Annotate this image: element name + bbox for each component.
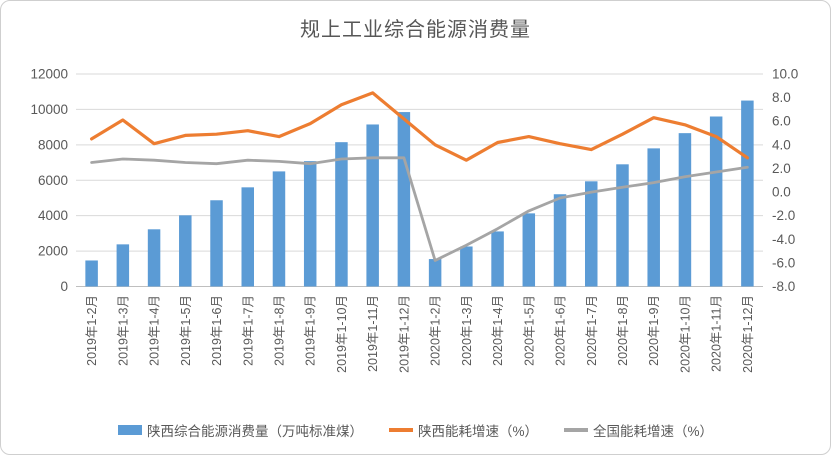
- x-tick-label: 2020年1-2月: [429, 295, 443, 366]
- x-tick-label: 2019年1-2月: [85, 295, 99, 366]
- y-left-tick-label: 8000: [38, 137, 68, 152]
- x-tick-label: 2019年1-4月: [148, 295, 162, 366]
- consumption-bar: [85, 260, 98, 287]
- consumption-bar: [616, 164, 629, 287]
- legend-label: 陕西综合能源消费量（万吨标准煤）: [146, 424, 363, 439]
- legend-label: 全国能耗增速（%）: [593, 424, 714, 439]
- x-tick-label: 2020年1-9月: [647, 295, 661, 366]
- x-tick-label: 2019年1-7月: [241, 295, 255, 366]
- consumption-bar: [366, 124, 379, 287]
- y-right-tick-label: 8.0: [772, 90, 791, 105]
- legend-item-shaanxi-growth: 陕西能耗增速（%）: [388, 420, 538, 440]
- consumption-bar: [303, 161, 317, 287]
- line-swatch-icon: [564, 428, 588, 432]
- line-swatch-icon: [388, 428, 413, 432]
- y-right-tick-label: -4.0: [772, 232, 795, 247]
- y-left-tick-label: 10000: [30, 102, 68, 117]
- consumption-bar: [428, 259, 442, 287]
- y-right-tick-label: 6.0: [772, 114, 791, 129]
- consumption-bar: [678, 133, 692, 287]
- x-tick-label: 2019年1-10月: [335, 295, 349, 373]
- consumption-bar: [553, 194, 567, 287]
- x-tick-label: 2019年1-9月: [304, 295, 318, 366]
- x-tick-label: 2020年1-4月: [491, 295, 505, 366]
- consumption-bar: [585, 181, 598, 287]
- consumption-bar: [272, 171, 286, 287]
- y-right-tick-label: 10.0: [772, 67, 798, 82]
- y-right-tick-label: 4.0: [772, 137, 791, 152]
- consumption-bar: [460, 246, 473, 287]
- x-tick-label: 2020年1-6月: [554, 295, 568, 366]
- y-right-tick-label: 0.0: [772, 185, 791, 200]
- x-tick-label: 2020年1-8月: [616, 295, 630, 366]
- y-left-tick-label: 6000: [38, 173, 68, 188]
- x-tick-label: 2019年1-6月: [210, 295, 224, 366]
- consumption-bar: [210, 200, 223, 287]
- legend: 陕西综合能源消费量（万吨标准煤） 陕西能耗增速（%） 全国能耗增速（%）: [1, 420, 830, 440]
- x-tick-label: 2020年1-12月: [741, 295, 755, 373]
- x-tick-label: 2019年1-5月: [179, 295, 193, 366]
- consumption-bar: [241, 187, 254, 287]
- consumption-bar: [116, 244, 130, 287]
- bar-swatch-icon: [117, 425, 142, 435]
- y-right-tick-label: 2.0: [772, 161, 791, 176]
- x-tick-label: 2020年1-3月: [460, 295, 474, 366]
- y-left-tick-label: 2000: [38, 244, 68, 259]
- consumption-bar: [709, 116, 723, 287]
- y-left-tick-label: 12000: [30, 67, 68, 82]
- legend-label: 陕西能耗增速（%）: [417, 424, 538, 439]
- x-tick-label: 2020年1-10月: [678, 295, 692, 373]
- x-tick-label: 2019年1-8月: [272, 295, 286, 366]
- legend-item-national-growth: 全国能耗增速（%）: [564, 420, 713, 440]
- y-right-tick-label: -8.0: [772, 279, 795, 294]
- consumption-bar: [397, 112, 411, 287]
- consumption-bar: [522, 213, 536, 287]
- page-title: 规上工业综合能源消费量: [300, 19, 531, 41]
- x-tick-label: 2019年1-12月: [397, 295, 411, 373]
- consumption-bar: [335, 142, 348, 287]
- x-tick-label: 2020年1-7月: [585, 295, 599, 366]
- y-right-tick-label: -2.0: [772, 208, 795, 223]
- x-tick-label: 2020年1-5月: [522, 295, 536, 366]
- consumption-bar: [179, 215, 192, 287]
- x-tick-label: 2020年1-11月: [710, 295, 724, 372]
- y-left-tick-label: 4000: [38, 208, 68, 223]
- consumption-bar: [147, 229, 161, 287]
- y-right-tick-label: -6.0: [772, 255, 795, 270]
- y-left-tick-label: 0: [60, 279, 68, 294]
- x-tick-label: 2019年1-11月: [366, 295, 380, 372]
- x-tick-label: 2019年1-3月: [116, 295, 130, 366]
- consumption-bar: [491, 231, 504, 287]
- consumption-bar: [647, 148, 660, 287]
- shaanxi-growth-line: [89, 91, 750, 162]
- national-growth-line: [90, 156, 749, 262]
- consumption-bar: [741, 100, 754, 287]
- legend-item-consumption: 陕西综合能源消费量（万吨标准煤）: [117, 420, 363, 440]
